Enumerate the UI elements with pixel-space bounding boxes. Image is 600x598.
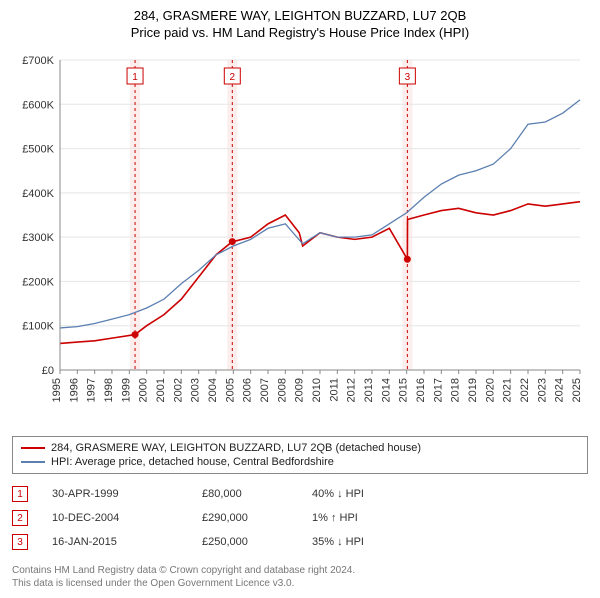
- x-axis-label: 2006: [242, 378, 254, 402]
- x-axis-label: 2000: [138, 378, 150, 402]
- footer-line-2: This data is licensed under the Open Gov…: [12, 577, 588, 590]
- x-axis-label: 2021: [502, 378, 514, 402]
- marker-band: [227, 60, 237, 370]
- sale-row: 3 16-JAN-2015£250,00035% ↓ HPI: [12, 530, 588, 554]
- x-axis-label: 2023: [536, 378, 548, 402]
- x-axis-label: 2002: [172, 378, 184, 402]
- sale-dot: [229, 238, 236, 245]
- x-axis-label: 2010: [311, 378, 323, 402]
- y-axis-label: £0: [42, 365, 54, 377]
- x-axis-label: 2025: [571, 378, 583, 402]
- sale-row: 2 10-DEC-2004£290,0001% ↑ HPI: [12, 506, 588, 530]
- y-axis-label: £400K: [22, 188, 54, 200]
- y-axis-label: £100K: [22, 321, 54, 333]
- sale-dot: [404, 256, 411, 263]
- chart-container: 284, GRASMERE WAY, LEIGHTON BUZZARD, LU7…: [0, 0, 600, 598]
- legend-swatch: [21, 461, 45, 463]
- sale-price: £80,000: [202, 488, 312, 500]
- x-axis-label: 1998: [103, 378, 115, 402]
- x-axis-label: 2001: [155, 378, 167, 402]
- x-axis-label: 1999: [120, 378, 132, 402]
- sale-marker-number: 1: [12, 486, 28, 502]
- y-axis-label: £500K: [22, 144, 54, 156]
- footer-line-1: Contains HM Land Registry data © Crown c…: [12, 564, 588, 577]
- x-axis-label: 1995: [51, 378, 63, 402]
- sale-date: 10-DEC-2004: [52, 512, 202, 524]
- legend-label: 284, GRASMERE WAY, LEIGHTON BUZZARD, LU7…: [51, 442, 421, 454]
- legend-row: HPI: Average price, detached house, Cent…: [21, 455, 579, 469]
- x-axis-label: 2011: [328, 378, 340, 402]
- legend-row: 284, GRASMERE WAY, LEIGHTON BUZZARD, LU7…: [21, 441, 579, 455]
- x-axis-label: 2008: [276, 378, 288, 402]
- x-axis-label: 2012: [346, 378, 358, 402]
- chart-svg: £0 £100K £200K £300K £400K £500K £600K £700K 199…: [12, 50, 588, 430]
- x-axis-label: 2004: [207, 378, 219, 402]
- legend: 284, GRASMERE WAY, LEIGHTON BUZZARD, LU7…: [12, 436, 588, 474]
- marker-number: 1: [132, 72, 138, 83]
- sales-table: 1 30-APR-1999£80,00040% ↓ HPI 2 10-DEC-2004…: [12, 482, 588, 554]
- sale-marker-number: 2: [12, 510, 28, 526]
- x-axis-label: 2005: [224, 378, 236, 402]
- x-axis-label: 2007: [259, 378, 271, 402]
- x-axis-label: 1996: [68, 378, 80, 402]
- x-axis-label: 2017: [432, 378, 444, 402]
- x-axis-label: 2020: [484, 378, 496, 402]
- legend-label: HPI: Average price, detached house, Cent…: [51, 456, 334, 468]
- sale-price: £290,000: [202, 512, 312, 524]
- sale-pct-vs-hpi: 35% ↓ HPI: [312, 536, 432, 548]
- marker-number: 3: [405, 72, 411, 83]
- sale-pct-vs-hpi: 1% ↑ HPI: [312, 512, 432, 524]
- x-axis-label: 2019: [467, 378, 479, 402]
- price-chart: £0 £100K £200K £300K £400K £500K £600K £700K 199…: [12, 50, 588, 430]
- x-axis-label: 2013: [363, 378, 375, 402]
- y-axis-label: £300K: [22, 232, 54, 244]
- sale-date: 30-APR-1999: [52, 488, 202, 500]
- sale-date: 16-JAN-2015: [52, 536, 202, 548]
- x-axis-label: 2024: [554, 378, 566, 402]
- y-axis-label: £200K: [22, 276, 54, 288]
- y-axis-label: £600K: [22, 99, 54, 111]
- x-axis-label: 2016: [415, 378, 427, 402]
- marker-number: 2: [230, 72, 236, 83]
- sale-price: £250,000: [202, 536, 312, 548]
- x-axis-label: 2018: [450, 378, 462, 402]
- sale-pct-vs-hpi: 40% ↓ HPI: [312, 488, 432, 500]
- x-axis-label: 2009: [294, 378, 306, 402]
- x-axis-label: 1997: [86, 378, 98, 402]
- marker-band: [130, 60, 140, 370]
- legend-swatch: [21, 447, 45, 449]
- y-axis-label: £700K: [22, 55, 54, 67]
- x-axis-label: 2022: [519, 378, 531, 402]
- sale-dot: [132, 331, 139, 338]
- sale-row: 1 30-APR-1999£80,00040% ↓ HPI: [12, 482, 588, 506]
- x-axis-label: 2003: [190, 378, 202, 402]
- x-axis-label: 2014: [380, 378, 392, 402]
- data-source-note: Contains HM Land Registry data © Crown c…: [12, 564, 588, 590]
- sale-marker-number: 3: [12, 534, 28, 550]
- chart-title: 284, GRASMERE WAY, LEIGHTON BUZZARD, LU7…: [12, 8, 588, 23]
- x-axis-label: 2015: [398, 378, 410, 402]
- chart-subtitle: Price paid vs. HM Land Registry's House …: [12, 25, 588, 40]
